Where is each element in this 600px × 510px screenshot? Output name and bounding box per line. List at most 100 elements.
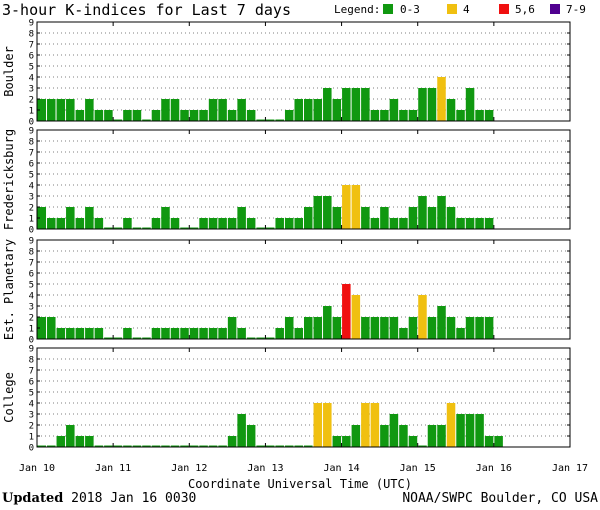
- bar: [361, 207, 370, 229]
- bar: [456, 110, 465, 121]
- bar: [437, 425, 446, 447]
- bar: [170, 445, 180, 447]
- bar: [237, 207, 246, 229]
- bar: [275, 328, 284, 339]
- bar: [332, 436, 342, 447]
- bar: [284, 445, 294, 447]
- bar: [237, 328, 246, 339]
- panel-label: Boulder: [2, 46, 16, 97]
- y-tick-label: 1: [29, 433, 34, 443]
- y-tick-label: 8: [29, 138, 34, 148]
- bar: [370, 317, 380, 339]
- y-tick-label: 1: [29, 325, 34, 335]
- bar: [408, 436, 418, 447]
- legend-text-0-3: 0-3: [400, 3, 420, 16]
- y-tick-label: 0: [29, 444, 34, 454]
- bar: [437, 196, 446, 229]
- bar: [399, 328, 408, 339]
- bar: [37, 445, 47, 447]
- bar: [475, 317, 484, 339]
- bar: [284, 317, 294, 339]
- bar: [475, 110, 484, 121]
- bar: [189, 328, 199, 339]
- bar: [304, 99, 313, 121]
- bar: [342, 436, 351, 447]
- bar: [342, 185, 351, 229]
- bar: [132, 337, 142, 339]
- bar: [284, 110, 294, 121]
- bar: [351, 295, 361, 339]
- bar: [56, 99, 66, 121]
- bar: [265, 119, 275, 121]
- bar: [189, 110, 199, 121]
- bar: [418, 295, 427, 339]
- bar: [256, 227, 265, 229]
- x-tick-label: Jan 17: [552, 463, 588, 474]
- y-tick-label: 9: [29, 237, 34, 247]
- bar: [275, 445, 284, 447]
- bar: [123, 110, 132, 121]
- legend-text-5-6: 5,6: [515, 3, 535, 16]
- bar: [370, 218, 380, 229]
- bar: [342, 284, 351, 339]
- bar: [418, 196, 427, 229]
- bar: [94, 328, 104, 339]
- bar: [465, 317, 475, 339]
- bar: [75, 328, 85, 339]
- bar: [151, 328, 161, 339]
- bar: [370, 403, 380, 447]
- bar: [142, 119, 151, 121]
- bar: [75, 218, 85, 229]
- bar: [389, 99, 399, 121]
- bar: [189, 445, 199, 447]
- bar: [218, 218, 227, 229]
- bar: [208, 445, 218, 447]
- bar: [123, 445, 132, 447]
- source-credit: NOAA/SWPC Boulder, CO USA: [402, 491, 598, 506]
- bar: [37, 317, 47, 339]
- y-tick-label: 5: [29, 63, 34, 73]
- x-tick-label: Jan 12: [171, 463, 207, 474]
- bar: [237, 414, 246, 447]
- bar: [437, 77, 446, 121]
- bar: [351, 425, 361, 447]
- panel-label: Fredericksburg: [2, 129, 16, 230]
- bar: [66, 328, 75, 339]
- chart-title: 3-hour K-indices for Last 7 days: [2, 1, 291, 19]
- y-tick-label: 2: [29, 314, 34, 324]
- bar: [313, 317, 323, 339]
- bar: [123, 218, 132, 229]
- bar: [313, 99, 323, 121]
- bar: [56, 218, 66, 229]
- bar: [313, 403, 323, 447]
- bar: [142, 337, 151, 339]
- legend-text-4: 4: [463, 3, 470, 16]
- panel-frame: [36, 21, 571, 122]
- bar: [227, 436, 237, 447]
- bar: [265, 337, 275, 339]
- bar: [399, 110, 408, 121]
- x-tick-label: Jan 11: [95, 463, 131, 474]
- bar: [161, 445, 170, 447]
- bar: [85, 207, 94, 229]
- y-tick-label: 7: [29, 259, 34, 269]
- bar: [208, 218, 218, 229]
- legend: Legend: 0-3 4 5,6 7-9: [334, 3, 586, 16]
- bar: [427, 207, 437, 229]
- y-tick-label: 6: [29, 160, 34, 170]
- x-tick-label: Jan 13: [247, 463, 283, 474]
- panel-frame: [36, 239, 571, 340]
- bar: [351, 185, 361, 229]
- y-tick-label: 7: [29, 149, 34, 159]
- bar: [218, 328, 227, 339]
- bar: [380, 317, 389, 339]
- bar: [446, 99, 456, 121]
- bar: [380, 207, 389, 229]
- bar: [484, 218, 494, 229]
- y-tick-label: 5: [29, 281, 34, 291]
- bar: [389, 317, 399, 339]
- y-tick-label: 9: [29, 127, 34, 137]
